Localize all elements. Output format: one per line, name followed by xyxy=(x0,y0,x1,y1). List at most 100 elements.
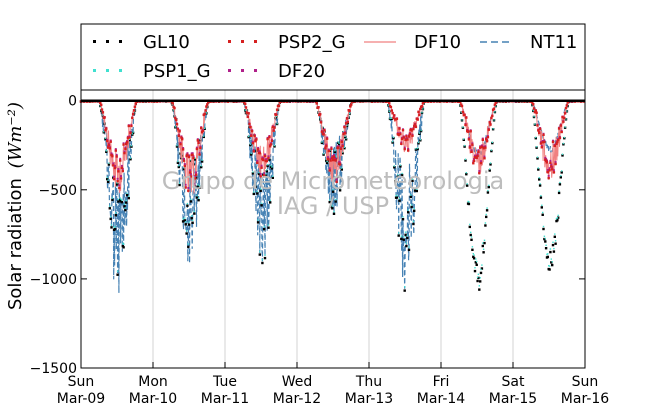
series-psp1-g-point xyxy=(342,130,345,133)
series-psp1-g-point xyxy=(462,126,464,128)
series-psp2-g-point xyxy=(490,116,493,120)
series-psp1-g-point xyxy=(464,158,467,160)
series-gl10-point xyxy=(176,161,180,164)
series-gl10-point xyxy=(546,255,549,259)
series-gl10-point xyxy=(106,177,109,181)
series-psp1-g-point xyxy=(116,270,119,272)
series-gl10-point xyxy=(105,150,108,153)
series-psp1-g-point xyxy=(479,277,481,279)
series-psp2-g-point xyxy=(537,129,540,132)
series-df20-point xyxy=(260,164,263,167)
series-psp1-g-point xyxy=(176,144,178,147)
series-psp1-g-point xyxy=(533,115,535,118)
series-psp1-g-point xyxy=(389,117,391,120)
y-tick-label-1: −500 xyxy=(39,183,77,199)
series-df20-point xyxy=(473,158,476,160)
series-gl10-point xyxy=(114,214,117,217)
series-psp1-g-point xyxy=(536,156,539,158)
series-psp2-g-point xyxy=(412,127,415,131)
legend-label: PSP2_G xyxy=(278,32,346,53)
series-psp2-g-point xyxy=(407,149,410,152)
series-psp1-g-point xyxy=(400,235,402,237)
series-gl10-point xyxy=(485,215,488,219)
series-psp2-g-point xyxy=(183,164,186,168)
series-psp2-g-point xyxy=(114,149,117,152)
series-gl10-point xyxy=(560,171,563,174)
series-gl10-point xyxy=(479,280,482,283)
series-psp2-g-point xyxy=(201,129,205,133)
series-gl10-point xyxy=(553,235,556,238)
series-psp1-g-point xyxy=(481,264,483,266)
series-psp2-g-point xyxy=(488,121,491,124)
series-gl10-point xyxy=(264,174,268,177)
series-psp2-g-point xyxy=(273,126,276,129)
series-psp1-g-point xyxy=(322,152,325,155)
series-psp1-g-point xyxy=(326,160,328,163)
series-psp2-g-point xyxy=(539,142,543,145)
series-gl10-point xyxy=(258,253,261,256)
series-gl10-point xyxy=(539,196,543,199)
series-gl10-point xyxy=(413,189,417,192)
series-psp1-g-point xyxy=(270,164,272,167)
series-gl10-point xyxy=(193,212,196,215)
series-psp1-g-point xyxy=(553,247,555,250)
series-gl10-point xyxy=(198,186,201,189)
series-psp2-g-point xyxy=(465,116,468,119)
series-psp1-g-point xyxy=(555,218,558,220)
series-gl10-point xyxy=(322,153,325,156)
series-psp1-g-point xyxy=(185,230,188,232)
series-psp1-g-point xyxy=(409,181,411,183)
series-df20-point xyxy=(325,143,328,146)
series-psp2-g-point xyxy=(403,147,406,151)
series-df20-point xyxy=(554,161,557,164)
series-gl10-point xyxy=(413,209,416,212)
series-psp2-g-point xyxy=(195,147,199,151)
series-psp2-g-point xyxy=(533,111,537,114)
series-psp2-g-point xyxy=(120,166,124,170)
series-psp2-g-point xyxy=(334,159,337,162)
series-gl10-point xyxy=(344,135,347,139)
series-psp2-g-point xyxy=(244,102,247,105)
series-psp2-g-point xyxy=(117,170,120,173)
series-gl10-point xyxy=(325,159,328,162)
series-psp2-g-point xyxy=(268,135,271,139)
series-psp1-g-point xyxy=(463,144,466,147)
series-psp2-g-point xyxy=(263,155,267,158)
series-psp1-g-point xyxy=(417,141,420,144)
series-psp2-g-point xyxy=(101,111,105,114)
series-gl10-point xyxy=(417,142,420,145)
series-df20-point xyxy=(479,145,482,148)
series-psp1-g-point xyxy=(113,226,115,228)
series-df20-point xyxy=(258,150,261,153)
series-gl10-point xyxy=(331,207,334,210)
series-psp2-g-point xyxy=(179,142,182,146)
series-gl10-point xyxy=(482,251,485,254)
series-psp2-g-point xyxy=(335,180,338,183)
series-psp1-g-point xyxy=(201,159,203,161)
series-psp2-g-point xyxy=(560,130,563,134)
series-psp1-g-point xyxy=(401,172,403,175)
legend-label: NT11 xyxy=(530,32,577,53)
series-gl10-point xyxy=(489,163,492,166)
series-gl10-point xyxy=(470,238,473,241)
series-psp2-g-point xyxy=(105,127,108,130)
series-psp1-g-point xyxy=(256,190,258,193)
series-psp1-g-point xyxy=(532,110,534,112)
series-psp2-g-point xyxy=(535,111,538,114)
series-gl10-point xyxy=(188,160,192,163)
series-psp2-g-point xyxy=(330,147,333,150)
series-psp1-g-point xyxy=(537,167,539,169)
series-psp1-g-point xyxy=(266,169,268,171)
series-psp1-g-point xyxy=(471,246,474,248)
series-psp2-g-point xyxy=(204,109,207,112)
series-psp2-g-point xyxy=(406,138,409,141)
series-psp2-g-point xyxy=(564,106,568,110)
series-psp1-g-point xyxy=(560,175,562,177)
legend-box xyxy=(80,23,586,91)
series-psp1-g-point xyxy=(343,146,346,148)
legend: GL10 PSP1_G PSP2_G DF20 DF10 NT11 xyxy=(80,23,586,91)
series-psp2-g-point xyxy=(419,107,422,111)
series-psp2-g-point xyxy=(549,161,552,164)
series-psp2-g-point xyxy=(247,112,250,115)
series-psp1-g-point xyxy=(184,217,186,219)
